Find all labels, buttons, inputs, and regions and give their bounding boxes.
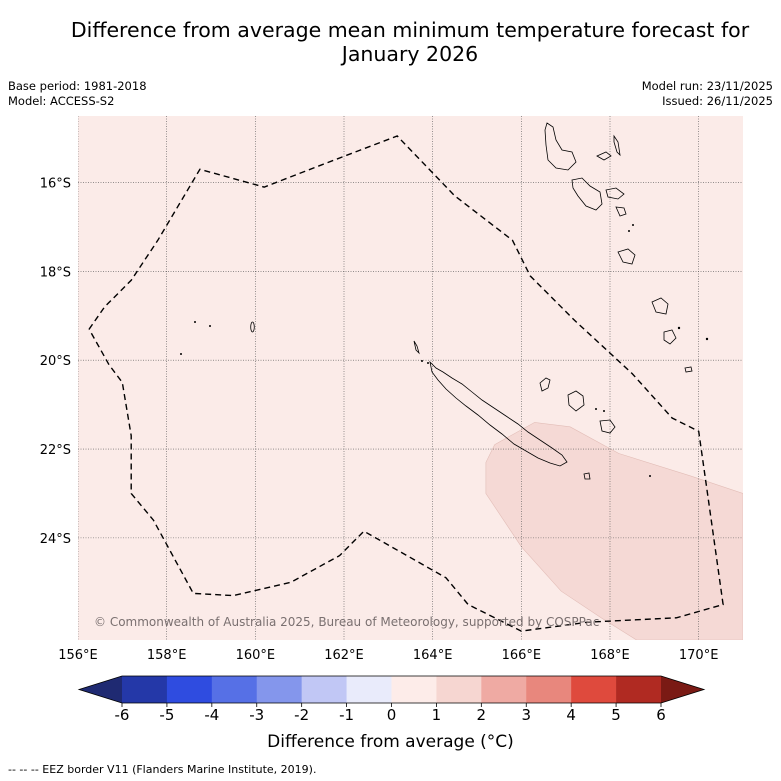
colorbar-tick-label: -1 [339, 706, 354, 724]
coast-aneityum [684, 366, 693, 373]
chart-title: Difference from average mean minimum tem… [0, 18, 781, 66]
colorbar-bin [166, 676, 213, 703]
colorbar-tick-label: 0 [387, 706, 397, 724]
issued-date: Issued: 26/11/2025 [662, 94, 773, 108]
model-name: Model: ACCESS-S2 [8, 94, 115, 108]
lat-tick-label: 22°S [40, 443, 71, 458]
colorbar-bin [122, 676, 168, 703]
colorbar-tick-label: -3 [249, 706, 264, 724]
coast-tanna [663, 329, 677, 345]
coast-malakula [571, 177, 603, 211]
colorbar-bin [301, 676, 347, 703]
coast-pentecost [596, 151, 612, 161]
colorbar-tick-label: 3 [521, 706, 531, 724]
colorbar-tick-label: -5 [159, 706, 174, 724]
meta-right: Model run: 23/11/2025 Issued: 26/11/2025 [642, 79, 773, 109]
title-line-2: January 2026 [341, 42, 479, 66]
lat-tick-label: 16°S [40, 177, 71, 192]
lon-tick-label: 168°E [590, 648, 630, 663]
colorbar-tick-label: -4 [204, 706, 219, 724]
coast-epi [615, 206, 627, 217]
lon-tick-label: 170°E [679, 648, 719, 663]
model-run: Model run: 23/11/2025 [641, 79, 773, 93]
coast-erromango [651, 297, 669, 315]
lon-tick-label: 164°E [413, 648, 453, 663]
colorbar-tick-label: 6 [656, 706, 666, 724]
colorbar-tick-label: 2 [477, 706, 487, 724]
small-islands [180, 224, 709, 477]
lon-tick-label: 156°E [58, 648, 98, 663]
coast-loyalty-lifou [567, 390, 585, 412]
coast-espiritu-santo [544, 122, 577, 171]
lat-tick-label: 24°S [40, 532, 71, 547]
colorbar-bin [616, 676, 662, 703]
colorbar-bin [256, 676, 302, 703]
colorbar-bin [526, 676, 572, 703]
lat-tick-label: 20°S [40, 354, 71, 369]
coastlines [413, 122, 693, 480]
colorbar-bin [211, 676, 258, 703]
longitude-tick-labels: 156°E 158°E 160°E 162°E 164°E 166°E 168°E 170°E [58, 648, 718, 663]
anomaly-patch-1-to-2 [485, 422, 743, 640]
colorbar-tick-label: 5 [611, 706, 621, 724]
lon-tick-label: 158°E [147, 648, 187, 663]
colorbar-title: Difference from average (°C) [267, 732, 514, 752]
coast-efate [617, 248, 636, 265]
coast-loyalty-ouvea [539, 377, 551, 392]
latitude-tick-labels: 16°S 18°S 20°S 22°S 24°S [40, 177, 71, 547]
graticule [78, 116, 743, 640]
eez-legend-footer: -- -- -- EEZ border V11 (Flanders Marine… [8, 763, 317, 776]
colorbar-bin [79, 676, 122, 703]
colorbar-bin [661, 676, 704, 703]
coast-belep [413, 340, 420, 355]
coast-new-caledonia [429, 360, 568, 467]
colorbar-bin [391, 676, 437, 703]
colorbar-bin [571, 676, 617, 703]
lon-tick-label: 162°E [324, 648, 364, 663]
colorbar-bin [436, 676, 482, 703]
coast-loyalty-mare [599, 419, 616, 434]
lon-tick-label: 166°E [502, 648, 542, 663]
coast-isle-of-pines [583, 472, 591, 480]
colorbar: -6 -5 -4 -3 -2 -1 0 1 2 3 4 5 6 [77, 675, 706, 724]
lon-tick-label: 160°E [236, 648, 276, 663]
colorbar-tick-label: -2 [294, 706, 309, 724]
coast-rennell [250, 321, 255, 333]
base-period: Base period: 1981-2018 [8, 79, 147, 93]
eez-border [88, 135, 724, 632]
coast-maewo [613, 134, 621, 157]
colorbar-tick-label: -6 [115, 706, 130, 724]
colorbar-tick-label: 1 [432, 706, 442, 724]
colorbar-tick-label: 4 [566, 706, 576, 724]
colorbar-bin [346, 676, 392, 703]
colorbar-bin [481, 676, 527, 703]
meta-left: Base period: 1981-2018 Model: ACCESS-S2 [8, 79, 147, 109]
lat-tick-label: 18°S [40, 265, 71, 280]
coast-ambrym [605, 187, 625, 200]
copyright-notice: © Commonwealth of Australia 2025, Bureau… [94, 615, 599, 629]
title-line-1: Difference from average mean minimum tem… [70, 18, 750, 42]
